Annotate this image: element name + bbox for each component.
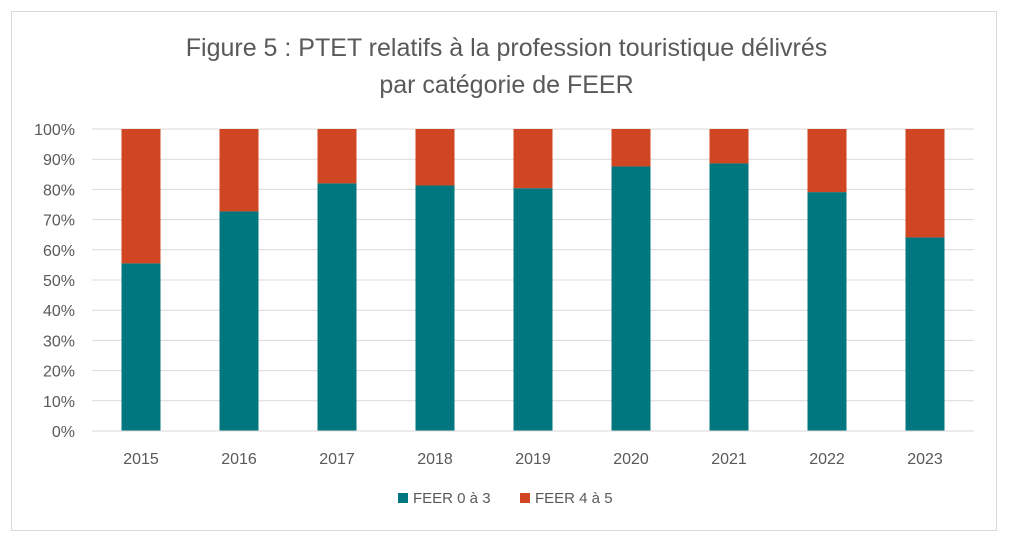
y-tick-label: 80% — [43, 182, 75, 199]
legend-label-feer-4-5: FEER 4 à 5 — [535, 490, 613, 507]
chart-title-line-1: Figure 5 : PTET relatifs à la profession… — [185, 34, 828, 62]
x-tick-label: 2021 — [711, 451, 747, 468]
bars — [92, 129, 974, 432]
bar-feer-4-5-2019 — [513, 129, 553, 189]
bar-feer-4-5-2018 — [415, 129, 455, 186]
bar-feer-4-5-2015 — [121, 129, 161, 264]
y-tick-label: 70% — [43, 213, 75, 230]
x-tick-label: 2019 — [515, 451, 551, 468]
bar-feer-4-5-2020 — [611, 129, 651, 167]
chart-title: Figure 5 : PTET relatifs à la profession… — [0, 30, 1013, 104]
y-tick-label: 0% — [52, 424, 75, 441]
bar-feer-0-3-2015 — [121, 263, 161, 431]
bar-feer-0-3-2019 — [513, 188, 553, 431]
bar-feer-0-3-2020 — [611, 166, 651, 431]
bar-feer-0-3-2022 — [807, 192, 847, 431]
bar-feer-4-5-2021 — [709, 129, 749, 164]
legend-swatch-feer-0-3 — [398, 493, 408, 503]
x-tick-label: 2015 — [123, 451, 159, 468]
x-axis-ticks: 2015 2016 2017 2018 2019 2020 2021 2022 2023 — [123, 451, 943, 468]
y-tick-label: 20% — [43, 364, 75, 381]
y-axis-ticks: 0% 10% 20% 30% 40% 50% 60% 70% 80% 90% 100% — [34, 122, 75, 441]
legend: FEER 0 à 3 FEER 4 à 5 — [398, 490, 613, 507]
legend-swatch-feer-4-5 — [520, 493, 530, 503]
bar-feer-0-3-2023 — [905, 237, 945, 431]
chart-title-line-2: par catégorie de FEER — [379, 71, 634, 99]
bar-feer-0-3-2016 — [219, 211, 259, 431]
bar-feer-4-5-2023 — [905, 129, 945, 238]
x-tick-label: 2017 — [319, 451, 355, 468]
y-tick-label: 10% — [43, 394, 75, 411]
bar-feer-0-3-2018 — [415, 185, 455, 431]
x-tick-label: 2016 — [221, 451, 257, 468]
x-tick-label: 2022 — [809, 451, 845, 468]
y-tick-label: 50% — [43, 273, 75, 290]
bar-feer-4-5-2016 — [219, 129, 259, 212]
bar-feer-0-3-2017 — [317, 183, 357, 431]
legend-label-feer-0-3: FEER 0 à 3 — [413, 490, 491, 507]
x-tick-label: 2020 — [613, 451, 649, 468]
y-tick-label: 100% — [34, 122, 75, 139]
bar-feer-4-5-2022 — [807, 129, 847, 193]
y-tick-label: 60% — [43, 243, 75, 260]
y-tick-label: 40% — [43, 303, 75, 320]
y-tick-label: 90% — [43, 152, 75, 169]
bar-feer-4-5-2017 — [317, 129, 357, 184]
x-tick-label: 2018 — [417, 451, 453, 468]
x-tick-label: 2023 — [907, 451, 943, 468]
bar-feer-0-3-2021 — [709, 163, 749, 432]
y-tick-label: 30% — [43, 333, 75, 350]
